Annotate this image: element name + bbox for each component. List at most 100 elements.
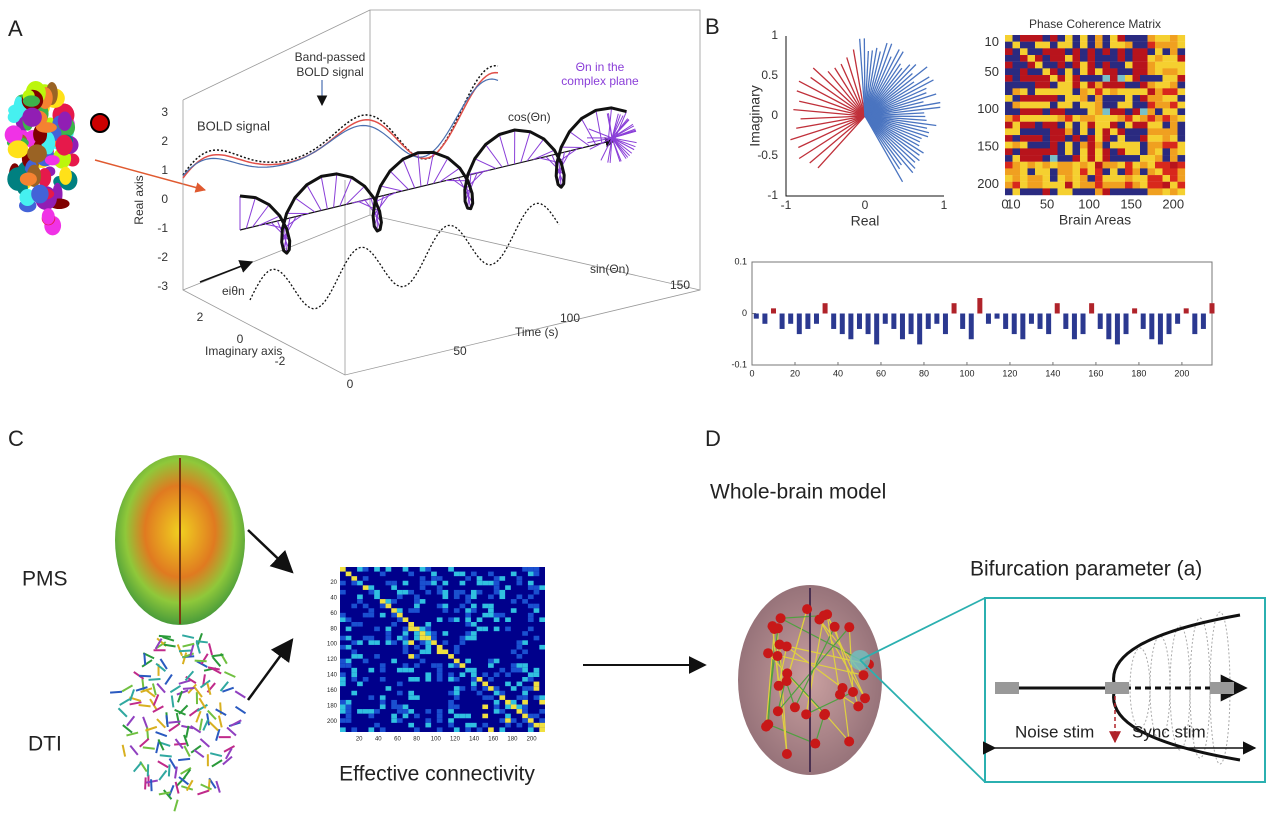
matrix-cell (494, 585, 500, 590)
matrix-cell (408, 695, 414, 700)
matrix-cell (1155, 142, 1163, 149)
matrix-cell (465, 727, 471, 732)
matrix-cell (1118, 162, 1126, 169)
matrix-cell (534, 608, 540, 613)
matrix-cell (448, 691, 454, 696)
matrix-cell (1043, 162, 1051, 169)
fiber (134, 762, 142, 771)
matrix-cell (1155, 48, 1163, 55)
node (790, 702, 800, 712)
matrix-cell (403, 714, 409, 719)
matrix-cell (425, 645, 431, 650)
matrix-cell (1103, 42, 1111, 49)
matrix-cell (1065, 88, 1073, 95)
matrix-cell (1043, 182, 1051, 189)
matrix-cell (1080, 182, 1088, 189)
matrix-cell (1080, 122, 1088, 129)
matrix-cell (1170, 68, 1178, 75)
matrix-cell (408, 709, 414, 714)
matrix-cell (1050, 135, 1058, 142)
matrix-cell (386, 581, 392, 586)
matrix-cell (1020, 128, 1028, 135)
matrix-cell (534, 723, 540, 728)
matrix-cell (1065, 155, 1073, 162)
bar (848, 314, 853, 340)
matrix-cell (1125, 135, 1133, 142)
matrix-cell (1013, 135, 1021, 142)
matrix-cell (380, 613, 386, 618)
bar (1158, 314, 1163, 345)
matrix-cell (374, 640, 380, 645)
matrix-cell (1140, 108, 1148, 115)
bar (1046, 314, 1051, 335)
arrow (248, 640, 292, 700)
bar (797, 314, 802, 335)
fiber (158, 739, 163, 750)
matrix-cell (454, 650, 460, 655)
matrix-cell (534, 714, 540, 719)
matrix-cell (1088, 175, 1096, 182)
matrix-cell (1073, 68, 1081, 75)
matrix-cell (1073, 188, 1081, 195)
arrow (248, 530, 292, 572)
matrix-cell (1155, 168, 1163, 175)
matrix-cell (374, 723, 380, 728)
matrix-cell (408, 627, 414, 632)
fiber (127, 716, 134, 725)
matrix-cell (357, 567, 363, 572)
matrix-cell (1170, 188, 1178, 195)
matrix-cell (1005, 48, 1013, 55)
matrix-cell (511, 599, 517, 604)
matrix-cell (1140, 122, 1148, 129)
matrix-cell (386, 567, 392, 572)
bar (1072, 314, 1077, 340)
matrix-cell (1178, 75, 1186, 82)
matrix-cell (340, 645, 346, 650)
matrix-cell (1035, 102, 1043, 109)
x-tick-label: 60 (394, 737, 401, 743)
matrix-cell (539, 585, 545, 590)
matrix-cell (1148, 128, 1156, 135)
fiber (212, 760, 222, 766)
label: DTI (28, 733, 62, 756)
matrix-cell (1050, 142, 1058, 149)
matrix-cell (1028, 35, 1036, 42)
matrix-cell (1080, 95, 1088, 102)
matrix-cell (1148, 68, 1156, 75)
matrix-cell (397, 608, 403, 613)
matrix-cell (1020, 142, 1028, 149)
matrix-cell (351, 650, 357, 655)
matrix-cell (488, 663, 494, 668)
matrix-cell (1140, 142, 1148, 149)
matrix-cell (1073, 142, 1081, 149)
fiber (143, 747, 155, 748)
matrix-cell (482, 627, 488, 632)
matrix-cell (1178, 182, 1186, 189)
matrix-cell (1080, 102, 1088, 109)
matrix-cell (1043, 48, 1051, 55)
matrix-cell (1065, 82, 1073, 89)
matrix-cell (505, 682, 511, 687)
matrix-cell (1073, 62, 1081, 69)
matrix-cell (1140, 155, 1148, 162)
fiber (159, 792, 171, 794)
bar (1192, 314, 1197, 335)
arrow (95, 160, 205, 190)
matrix-cell (1058, 115, 1066, 122)
matrix-cell (437, 672, 443, 677)
matrix-cell (1170, 42, 1178, 49)
parcel (8, 111, 20, 123)
matrix-cell (460, 686, 466, 691)
matrix-cell (1125, 55, 1133, 62)
matrix-cell (1170, 48, 1178, 55)
matrix-cell (1110, 162, 1118, 169)
matrix-cell (420, 636, 426, 641)
matrix-cell (1148, 82, 1156, 89)
matrix-cell (454, 572, 460, 577)
matrix-cell (1065, 68, 1073, 75)
matrix-cell (1043, 55, 1051, 62)
matrix-cell (454, 590, 460, 595)
matrix-cell (494, 705, 500, 710)
matrix-cell (1133, 175, 1141, 182)
matrix-cell (380, 599, 386, 604)
